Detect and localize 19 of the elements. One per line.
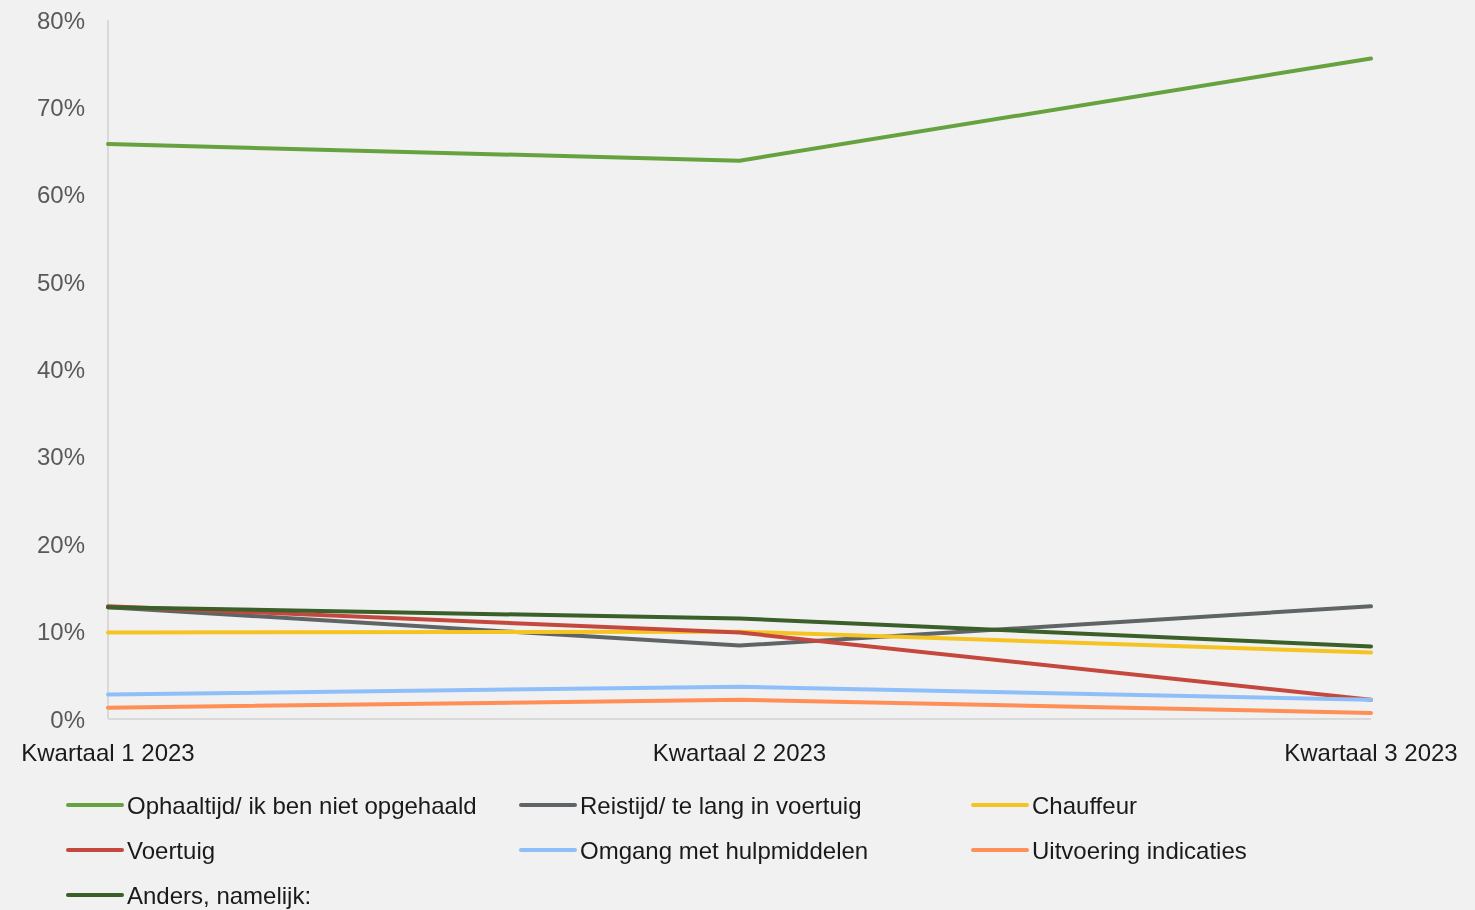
y-tick-label: 30%	[36, 443, 85, 471]
y-tick-label: 0%	[50, 705, 85, 733]
y-tick-label: 40%	[36, 356, 85, 383]
legend-label: Anders, namelijk:	[127, 881, 312, 909]
legend-label: Chauffeur	[1032, 791, 1137, 819]
legend-label: Omgang met hulpmiddelen	[580, 836, 869, 864]
y-tick-label: 60%	[36, 181, 85, 209]
y-tick-label: 80%	[36, 6, 85, 34]
x-tick-label: Kwartaal 2 2023	[652, 738, 827, 766]
y-tick-label: 70%	[36, 93, 85, 121]
x-tick-label: Kwartaal 1 2023	[21, 738, 195, 766]
legend-label: Voertuig	[127, 836, 216, 864]
y-tick-label: 20%	[36, 530, 85, 558]
y-tick-label: 10%	[36, 618, 85, 646]
legend-label: Uitvoering indicaties	[1032, 836, 1247, 864]
legend-label: Reistijd/ te lang in voertuig	[580, 791, 862, 819]
y-tick-label: 50%	[36, 268, 85, 296]
legend-label: Ophaaltijd/ ik ben niet opgehaald	[127, 791, 477, 819]
x-tick-label: Kwartaal 3 2023	[1284, 738, 1458, 766]
